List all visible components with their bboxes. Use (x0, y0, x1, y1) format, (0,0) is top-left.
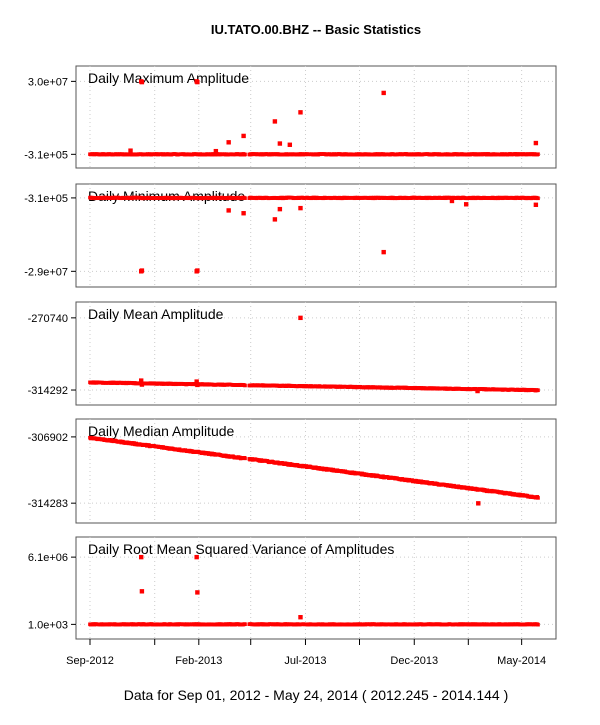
data-point (536, 496, 540, 500)
outlier-point (476, 501, 481, 506)
outlier-point (139, 382, 145, 387)
outlier-point (195, 382, 200, 388)
y-tick-label: -270740 (28, 313, 68, 325)
outlier-point (533, 140, 539, 146)
x-tick-label: Jul-2013 (284, 655, 326, 667)
panel-frame (75, 183, 557, 288)
outlier-point (241, 211, 246, 216)
y-tick-label: 1.0e+03 (28, 619, 68, 631)
outlier-point (226, 140, 231, 145)
figure-title: IU.TATO.00.BHZ -- Basic Statistics (211, 22, 421, 37)
data-point (536, 388, 540, 393)
data-points (88, 435, 540, 500)
outlier-point (194, 379, 199, 384)
outlier-point (463, 202, 469, 207)
y-tick-label: -314292 (28, 385, 68, 397)
y-tick-label: -314283 (28, 498, 68, 510)
outlier-point (195, 268, 200, 273)
outlier-point (298, 110, 303, 115)
y-tick-label: -2.9e+07 (24, 266, 68, 278)
data-point (536, 196, 540, 201)
data-point (243, 456, 247, 461)
outlier-point (277, 206, 283, 212)
data-point (536, 152, 540, 156)
panel-frame (75, 418, 557, 524)
outlier-point (139, 554, 144, 560)
data-point (243, 383, 247, 388)
outlier-point (381, 90, 386, 96)
data-points (88, 622, 540, 627)
data-point (243, 622, 247, 626)
outlier-point (213, 148, 219, 154)
outlier-point (272, 217, 278, 222)
y-tick-label: -3.1e+05 (24, 193, 68, 205)
outlier-point (241, 133, 246, 139)
outlier-point (277, 141, 283, 146)
outlier-point (449, 198, 455, 204)
data-points (88, 152, 540, 157)
outlier-point (139, 268, 145, 273)
outlier-point (195, 79, 200, 85)
outlier-point (475, 388, 480, 394)
outlier-point (287, 142, 293, 147)
data-point (536, 622, 540, 627)
panel-title: Daily Root Mean Squared Variance of Ampl… (88, 541, 394, 557)
y-tick-label: 6.1e+06 (28, 552, 68, 564)
outlier-point (298, 205, 303, 211)
panel-title: Daily Maximum Amplitude (88, 70, 249, 86)
data-points (88, 380, 540, 393)
data-points (88, 195, 540, 201)
panel-title: Daily Mean Amplitude (88, 306, 224, 322)
outlier-point (533, 202, 539, 207)
y-tick-label: -306902 (28, 432, 68, 444)
x-tick-label: Feb-2013 (175, 655, 222, 667)
panel-title: Daily Median Amplitude (88, 423, 235, 439)
outlier-point (195, 590, 200, 595)
figure-caption: Data for Sep 01, 2012 - May 24, 2014 ( 2… (124, 687, 508, 703)
outlier-point (226, 208, 231, 213)
data-point (243, 152, 247, 157)
x-tick-label: Sep-2012 (66, 655, 114, 667)
outlier-point (128, 148, 133, 153)
y-tick-label: 3.0e+07 (28, 76, 68, 88)
data-point (243, 196, 247, 200)
outlier-point (381, 249, 386, 255)
outlier-point (298, 315, 303, 321)
outlier-point (194, 554, 199, 560)
panel-frame (75, 536, 557, 640)
panel-frame (75, 65, 557, 169)
outlier-point (139, 79, 145, 85)
outlier-point (272, 119, 278, 124)
x-tick-label: Dec-2013 (390, 655, 438, 667)
outlier-point (139, 589, 145, 594)
outlier-point (298, 615, 303, 620)
outlier-point (139, 378, 144, 383)
y-tick-label: -3.1e+05 (24, 149, 68, 161)
x-tick-label: May-2014 (497, 655, 546, 667)
